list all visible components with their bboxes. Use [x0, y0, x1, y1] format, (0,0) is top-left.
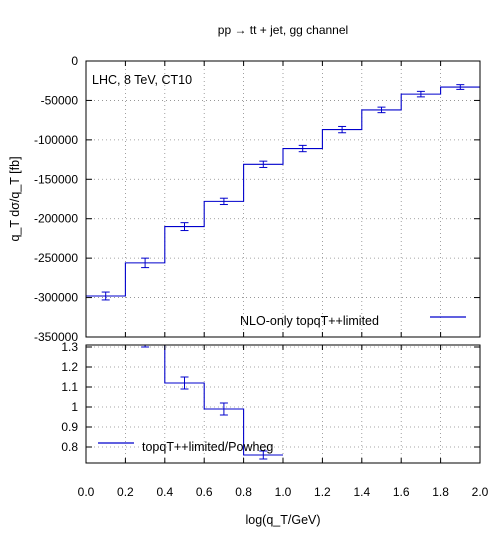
x-axis-label: log(q_T/GeV)	[245, 513, 320, 527]
x-tick-label: 1.8	[432, 485, 449, 499]
x-tick-label: 0.6	[196, 485, 213, 499]
bottom-panel-grid	[86, 345, 480, 463]
bottom-legend-label: topqT++limited/Powheg	[142, 440, 273, 454]
top-y-tick-label: -200000	[34, 212, 78, 226]
top-y-tick-label: -300000	[34, 291, 78, 305]
bottom-series-step-line	[125, 344, 283, 456]
bottom-y-tick-label: 0.8	[61, 440, 78, 454]
bottom-y-tick-label: 1.1	[61, 380, 78, 394]
x-tick-label: 0.8	[235, 485, 252, 499]
bottom-y-tick-label: 0.9	[61, 420, 78, 434]
top-y-tick-label: -350000	[34, 330, 78, 344]
x-tick-label: 0.0	[78, 485, 95, 499]
top-panel-grid	[86, 61, 480, 337]
top-y-tick-label: -50000	[41, 93, 79, 107]
x-tick-label: 1.2	[314, 485, 331, 499]
bottom-y-tick-label: 1	[71, 400, 78, 414]
chart-title: pp → tt + jet, gg channel	[218, 23, 348, 37]
top-legend-label: NLO-only topqT++limited	[240, 314, 379, 328]
top-series-step-line	[86, 86, 480, 297]
energy-annotation: LHC, 8 TeV, CT10	[92, 73, 192, 87]
bottom-panel-ticks: 0.0 0.2 0.4 0.6 0.8 1.0 1.2 1.4 1.6 1.8 2.0 0.8 0.9 1…	[61, 340, 488, 499]
x-tick-label: 1.6	[393, 485, 410, 499]
x-tick-label: 1.0	[275, 485, 292, 499]
top-y-tick-label: -250000	[34, 251, 78, 265]
x-tick-label: 0.4	[156, 485, 173, 499]
top-panel-ticks: 0 -50000 -100000 -150000 -200000 -250000 -3000…	[34, 54, 481, 344]
top-panel-frame	[85, 60, 481, 338]
top-y-tick-label: 0	[71, 54, 78, 68]
x-tick-label: 0.2	[117, 485, 134, 499]
x-tick-label: 1.4	[353, 485, 370, 499]
top-y-tick-label: -150000	[34, 172, 78, 186]
top-panel-series	[86, 84, 480, 301]
top-y-axis-label: q_T dσ/q_T [fb]	[8, 156, 22, 241]
top-y-tick-label: -100000	[34, 133, 78, 147]
bottom-y-tick-label: 1.2	[61, 360, 78, 374]
bottom-y-tick-label: 1.3	[61, 340, 78, 354]
x-tick-label: 2.0	[472, 485, 489, 499]
